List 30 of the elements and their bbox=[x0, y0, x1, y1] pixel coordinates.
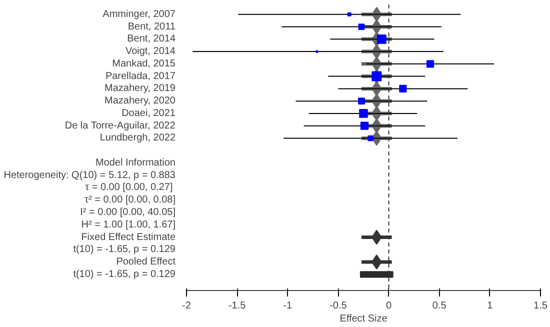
y-tick-label: Mazahery, 2020 bbox=[104, 96, 176, 107]
y-tick-label: I² = 0.00 [0.00, 40.05] bbox=[80, 207, 176, 218]
x-axis-title: Effect Size bbox=[340, 314, 388, 324]
x-tick-label: -0.5 bbox=[330, 300, 348, 312]
y-tick-label: Lundbergh, 2022 bbox=[100, 132, 176, 144]
y-tick-label: Mazahery, 2019 bbox=[104, 83, 176, 94]
y-tick-label: Fixed Effect Estimate bbox=[81, 232, 176, 243]
y-tick-label: Parellada, 2017 bbox=[105, 70, 176, 82]
x-tick-label: -1.5 bbox=[228, 300, 246, 312]
x-tick-label: 1 bbox=[487, 300, 494, 312]
y-tick-label: Voigt, 2014 bbox=[125, 46, 176, 58]
x-tick-label: 0 bbox=[386, 300, 392, 312]
y-tick-label: Mankad, 2015 bbox=[112, 58, 176, 70]
x-tick-label: -2 bbox=[182, 300, 192, 312]
y-tick-label: Bent, 2014 bbox=[127, 34, 176, 45]
y-tick-label: Heterogeneity: Q(10) = 5.12, p = 0.883 bbox=[4, 170, 176, 181]
y-tick-label: Doaei, 2021 bbox=[122, 108, 176, 119]
y-tick-label: t(10) = -1.65, p = 0.129 bbox=[73, 244, 176, 256]
y-tick-label: Model Information bbox=[95, 157, 176, 168]
x-tick-label: -1 bbox=[283, 300, 293, 312]
y-tick-label: De la Torre-Aguilar, 2022 bbox=[64, 120, 176, 132]
y-tick-label: H² = 1.00 [1.00, 1.67] bbox=[81, 219, 176, 230]
y-tick-label: Bent, 2011 bbox=[128, 21, 176, 32]
y-tick-label: τ = 0.00 [0.00, 0.27] bbox=[85, 182, 173, 194]
x-tick-label: 0.5 bbox=[432, 300, 447, 312]
y-tick-label: t(10) = -1.65, p = 0.129 bbox=[73, 268, 176, 280]
x-tick-label: 1.5 bbox=[534, 300, 548, 312]
y-tick-label: Amminger, 2007 bbox=[102, 8, 176, 20]
y-tick-label: Pooled Effect bbox=[116, 256, 176, 268]
y-tick-label: τ² = 0.00 [0.00, 0.08] bbox=[84, 194, 176, 206]
